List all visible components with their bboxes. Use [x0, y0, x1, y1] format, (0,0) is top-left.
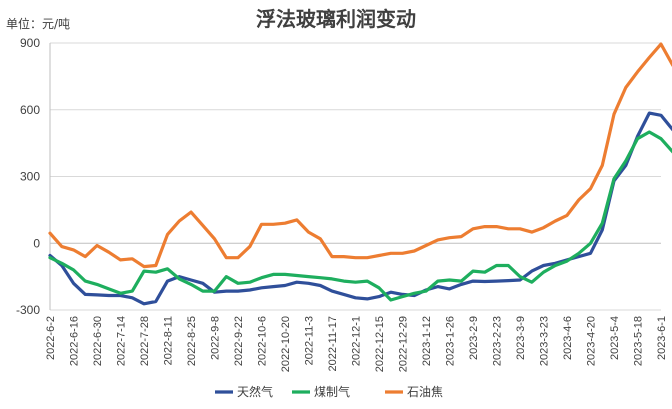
x-tick-label: 2022-11-17	[327, 316, 339, 371]
y-tick-label: 600	[20, 103, 40, 117]
x-tick-label: 2022-12-1	[351, 316, 363, 366]
x-tick-label: 2023-6-1	[656, 316, 668, 360]
legend-label: 石油焦	[407, 385, 443, 399]
x-tick-label: 2023-3-23	[539, 316, 551, 366]
x-tick-label: 2022-9-22	[233, 316, 245, 366]
gridlines	[49, 42, 661, 311]
x-tick-label: 2022-10-6	[257, 316, 269, 366]
x-tick-label: 2022-8-11	[163, 316, 175, 365]
series-line-1	[48, 130, 672, 302]
series-line-2	[48, 42, 672, 269]
legend-label: 煤制气	[314, 384, 350, 399]
y-axis-ticks: 900 600 300 0 -300	[16, 36, 40, 317]
x-tick-label: 2022-11-3	[304, 316, 316, 365]
unit-label: 单位：元/吨	[6, 16, 70, 31]
x-tick-label: 2023-4-6	[562, 316, 574, 360]
y-tick-label: 0	[33, 236, 40, 250]
x-tick-label: 2022-12-15	[374, 316, 386, 372]
legend: 天然气 煤制气 石油焦	[215, 384, 443, 399]
x-tick-label: 2023-4-20	[586, 316, 598, 366]
x-tick-label: 2022-8-25	[186, 316, 198, 366]
x-tick-label: 2022-7-14	[116, 316, 128, 366]
x-tick-label: 2022-10-20	[280, 316, 292, 372]
x-tick-label: 2023-1-12	[421, 316, 433, 366]
series-lines	[48, 42, 672, 306]
y-tick-label: 300	[20, 170, 40, 184]
x-tick-label: 2022-6-2	[45, 316, 57, 360]
x-tick-label: 2023-2-23	[492, 316, 504, 366]
x-tick-label: 2022-7-28	[139, 316, 151, 366]
y-tick-label: -300	[16, 303, 40, 317]
legend-label: 天然气	[237, 384, 273, 399]
x-tick-label: 2023-5-18	[633, 316, 645, 366]
x-tick-label: 2022-6-30	[92, 316, 104, 366]
x-tick-label: 2023-2-9	[468, 316, 480, 360]
x-tick-label: 2023-3-9	[515, 316, 527, 360]
x-tick-label: 2023-5-4	[609, 316, 621, 360]
y-tick-label: 900	[20, 36, 40, 50]
x-tick-label: 2022-12-29	[398, 316, 410, 372]
x-tick-label: 2022-9-8	[210, 316, 222, 360]
x-axis-ticks: 2022-6-2 2022-6-16 2022-6-30 2022-7-14 2022-…	[45, 316, 668, 372]
x-tick-label: 2023-1-26	[445, 316, 457, 366]
x-tick-label: 2022-6-16	[69, 316, 81, 366]
chart-title: 浮法玻璃利润变动	[256, 7, 416, 31]
